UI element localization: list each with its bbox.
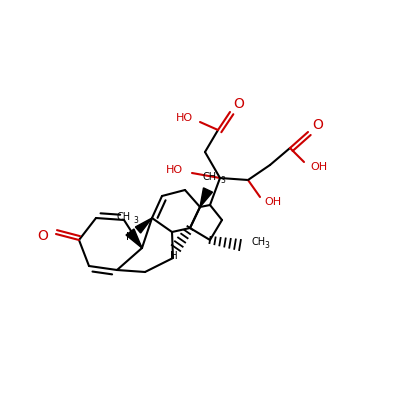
Text: OH: OH — [310, 162, 327, 172]
Text: 3: 3 — [264, 242, 269, 250]
Text: H: H — [126, 232, 134, 242]
Text: H: H — [170, 251, 178, 261]
Text: 3: 3 — [220, 176, 225, 185]
Text: CH: CH — [252, 237, 266, 247]
Text: 3: 3 — [133, 216, 138, 225]
Polygon shape — [126, 229, 142, 248]
Text: O: O — [312, 118, 323, 132]
Text: O: O — [37, 229, 48, 243]
Text: CH: CH — [203, 172, 217, 182]
Text: O: O — [233, 97, 244, 111]
Text: OH: OH — [264, 197, 281, 207]
Polygon shape — [200, 188, 212, 207]
Text: CH: CH — [117, 212, 131, 222]
Text: HO: HO — [176, 113, 193, 123]
Text: HO: HO — [166, 165, 183, 175]
Polygon shape — [135, 218, 152, 233]
